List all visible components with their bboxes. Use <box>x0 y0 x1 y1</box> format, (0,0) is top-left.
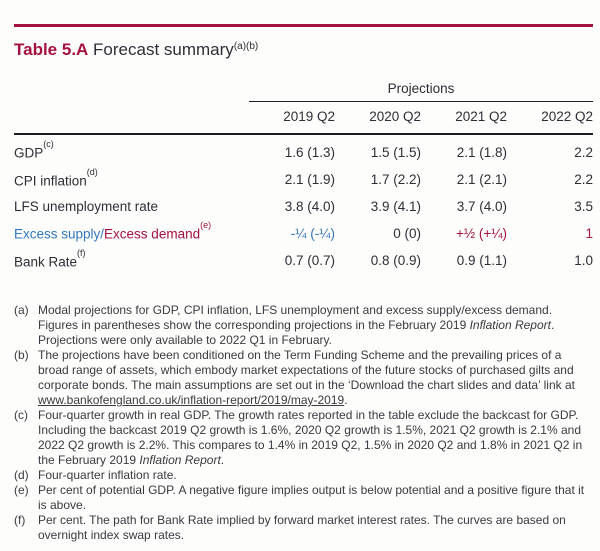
forecast-summary-table: Projections 2019 Q2 2020 Q2 2021 Q2 2022… <box>14 81 594 275</box>
footnote-segment: Four-quarter growth in real GDP. The gro… <box>38 408 583 467</box>
projections-group-row: Projections <box>14 81 594 102</box>
cell-value: 0 (0) <box>393 225 421 241</box>
footnote-marker: (b) <box>14 348 29 362</box>
footnote-e: (e) Per cent of potential GDP. A negativ… <box>14 483 593 513</box>
footnote-italic-segment: Inflation Report <box>139 453 221 467</box>
cell-value: 2.2 <box>574 144 594 160</box>
footnote-marker: (e) <box>14 483 29 497</box>
footnote-b: (b) The projections have been conditione… <box>14 348 593 408</box>
cell-value: 3.5 <box>574 199 594 214</box>
row-label-text: GDP <box>14 145 44 161</box>
footnote-segment: . <box>220 453 225 467</box>
cell-value: 3.9 (4.1) <box>370 199 421 214</box>
cell-value: +½ (+¼) <box>455 225 507 241</box>
cell-value: 1.5 (1.5) <box>370 144 421 160</box>
row-label-excess-supply-demand: Excess supply/Excess demand(e) <box>14 219 249 247</box>
row-label-lfs-unemployment: LFS unemployment rate <box>14 193 249 219</box>
cell-value: 3.7 (4.0) <box>456 199 507 214</box>
top-rule <box>14 24 593 27</box>
cell-value: 3.8 (4.0) <box>284 199 335 214</box>
footnote-text: Modal projections for GDP, CPI inflation… <box>38 303 593 348</box>
row-label-text: Bank Rate <box>14 254 78 269</box>
cell-value: 0.8 (0.9) <box>370 253 421 269</box>
footnote-c: (c) Four-quarter growth in real GDP. The… <box>14 408 593 468</box>
footnote-ref-f: (f) <box>77 247 86 258</box>
footnote-segment: Per cent of potential GDP. A negative fi… <box>38 483 585 512</box>
cell-value: -¼ (-¼) <box>290 225 335 241</box>
cell-value: 2.1 (2.1) <box>456 172 507 188</box>
footnote-ref-e: (e) <box>200 220 212 230</box>
table-row-lfs-unemployment: LFS unemployment rate 3.8 (4.0) 3.9 (4.1… <box>14 193 593 219</box>
footnote-ref-c: (c) <box>43 139 54 149</box>
excess-supply-label: Excess supply/ <box>14 226 105 242</box>
footnote-marker: (a) <box>14 303 29 317</box>
column-header-2020-q2: 2020 Q2 <box>335 101 421 135</box>
footnote-segment: . <box>344 393 348 407</box>
inflation-report-link[interactable]: www.bankofengland.co.uk/inflation-report… <box>38 393 345 407</box>
excess-demand-label: Excess demand <box>104 226 201 242</box>
table-row-cpi-inflation: CPI inflation(d) 2.1 (1.9) 1.7 (2.2) 2.1… <box>14 166 593 194</box>
row-label-gdp: GDP(c) <box>14 134 249 166</box>
cell-value: 1 <box>585 225 594 241</box>
footnote-text: Four-quarter growth in real GDP. The gro… <box>38 408 593 468</box>
footnote-f: (f) Per cent. The path for Bank Rate imp… <box>14 513 593 543</box>
table-row-bank-rate: Bank Rate(f) 0.7 (0.7) 0.8 (0.9) 0.9 (1.… <box>14 247 593 275</box>
cell-value: 1.0 <box>574 253 594 269</box>
row-label-cpi-inflation: CPI inflation(d) <box>14 166 249 194</box>
footnote-text: The projections have been conditioned on… <box>38 348 593 408</box>
column-header-2022-q2: 2022 Q2 <box>507 101 594 135</box>
cell-value: 0.9 (1.1) <box>456 253 507 269</box>
footnote-segment: Per cent. The path for Bank Rate implied… <box>38 513 566 542</box>
footnote-segment: The projections have been conditioned on… <box>38 348 575 392</box>
footnotes-list: (a) Modal projections for GDP, CPI infla… <box>14 303 593 543</box>
table-title-footnote-refs: (a)(b) <box>233 41 259 52</box>
footnote-d: (d) Four-quarter inflation rate. <box>14 468 593 483</box>
footnote-text: Per cent of potential GDP. A negative fi… <box>38 483 593 513</box>
footnote-marker: (f) <box>14 513 26 527</box>
column-header-row: 2019 Q2 2020 Q2 2021 Q2 2022 Q2 <box>14 101 594 135</box>
cell-value: 0.7 (0.7) <box>284 253 335 269</box>
projections-group-header: Projections <box>249 81 594 102</box>
table-title-text: Forecast summary <box>88 40 234 59</box>
table-row-gdp: GDP(c) 1.6 (1.3) 1.5 (1.5) 2.1 (1.8) 2.2 <box>14 134 593 166</box>
cell-value: 2.2 <box>574 172 594 188</box>
column-header-2021-q2: 2021 Q2 <box>421 101 507 135</box>
footnote-segment: . Projections were only available to 202… <box>38 318 555 347</box>
cell-value: 2.1 (1.9) <box>284 172 335 188</box>
table-row-excess-supply-demand: Excess supply/Excess demand(e) -¼ (-¼) 0… <box>14 219 593 247</box>
table-number: Table 5.A <box>14 40 89 59</box>
footnote-segment: Modal projections for GDP, CPI inflation… <box>38 303 553 332</box>
empty-header-cell <box>14 81 249 102</box>
footnote-marker: (c) <box>14 408 28 422</box>
footnote-ref-d: (d) <box>86 166 98 177</box>
column-header-2019-q2: 2019 Q2 <box>249 101 335 135</box>
row-label-text: LFS unemployment rate <box>14 199 159 214</box>
empty-header-cell <box>14 101 249 135</box>
footnote-italic-segment: Inflation Report <box>469 318 551 332</box>
cell-value: 2.1 (1.8) <box>456 144 507 160</box>
row-label-bank-rate: Bank Rate(f) <box>14 247 249 275</box>
row-label-text: CPI inflation <box>14 173 87 188</box>
footnote-text: Four-quarter inflation rate. <box>38 468 593 483</box>
footnote-marker: (d) <box>14 468 29 482</box>
cell-value: 1.6 (1.3) <box>284 144 335 160</box>
cell-value: 1.7 (2.2) <box>370 172 421 188</box>
footnote-text: Per cent. The path for Bank Rate implied… <box>38 513 593 543</box>
footnote-segment: Four-quarter inflation rate. <box>38 468 177 482</box>
footnote-a: (a) Modal projections for GDP, CPI infla… <box>14 303 593 348</box>
table-title: Table 5.A Forecast summary(a)(b) <box>14 40 593 60</box>
